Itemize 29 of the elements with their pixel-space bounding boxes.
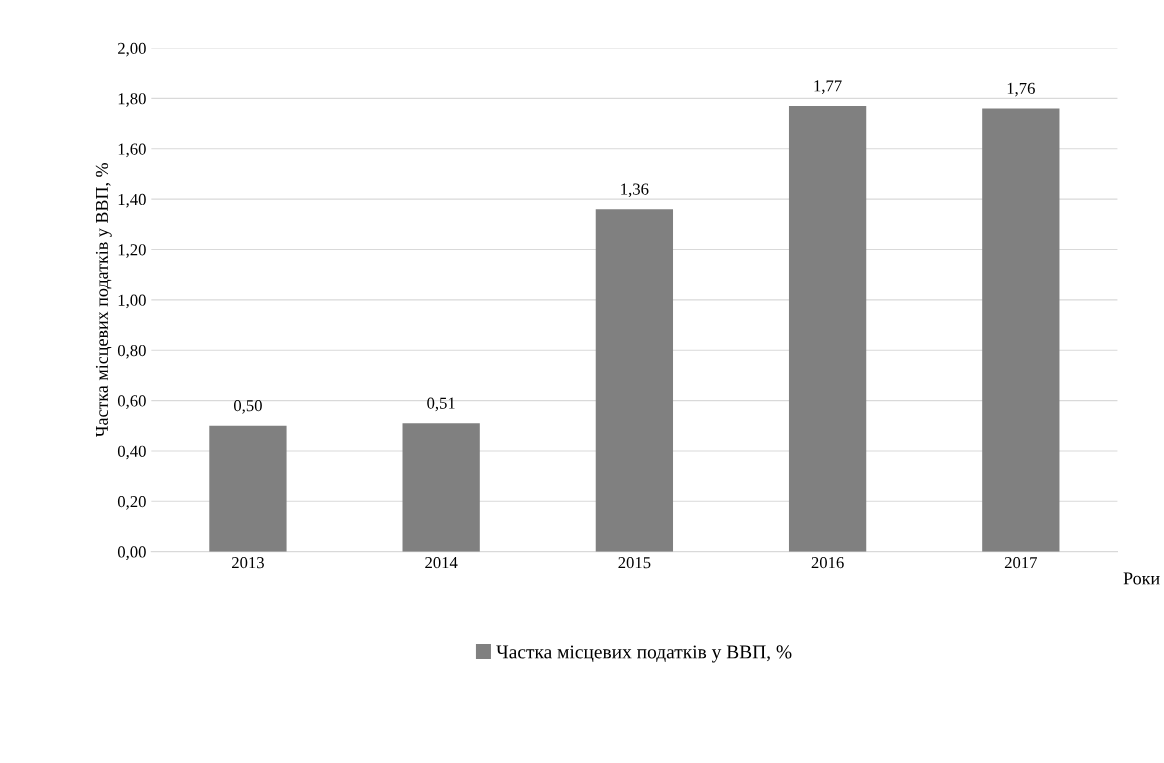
legend-label: Частка місцевих податків у ВВП, %: [496, 645, 792, 663]
y-axis-title: Частка місцевих податків у ВВП, %: [95, 163, 112, 438]
text: 0,50: [233, 400, 262, 414]
y-tick-label: 0,00: [117, 546, 146, 560]
y-tick-label: 0,40: [117, 445, 146, 460]
y-tick-label: 2,00: [118, 42, 146, 57]
y-tick-label: 1,60: [118, 143, 146, 158]
y-tick-label: 1,40: [118, 193, 146, 208]
bar: [209, 425, 287, 552]
bar: [982, 108, 1060, 552]
text: 0,51: [427, 397, 455, 412]
y-tick-label: 0,80: [117, 344, 146, 359]
text: 1,36: [621, 183, 649, 198]
x-tick-label: 2014: [425, 556, 458, 569]
x-tick-label: 2016: [811, 556, 844, 569]
bar: [402, 423, 480, 552]
bar: [595, 209, 674, 552]
x-axis-title: Роки: [1123, 572, 1160, 585]
y-tick-label: 0,20: [117, 495, 146, 510]
x-tick-label: 2013: [232, 556, 264, 569]
y-tick-label: 1,80: [118, 93, 146, 107]
text: 1,76: [1007, 82, 1035, 97]
y-tick-label: 0,60: [117, 395, 146, 409]
bar: [788, 105, 867, 552]
y-tick-label: 1,00: [118, 294, 146, 309]
y-tick-label: 1,20: [118, 244, 146, 258]
x-tick-label: 2015: [618, 556, 651, 569]
text: 1,77: [814, 80, 842, 94]
x-tick-label: 2017: [1004, 556, 1038, 569]
